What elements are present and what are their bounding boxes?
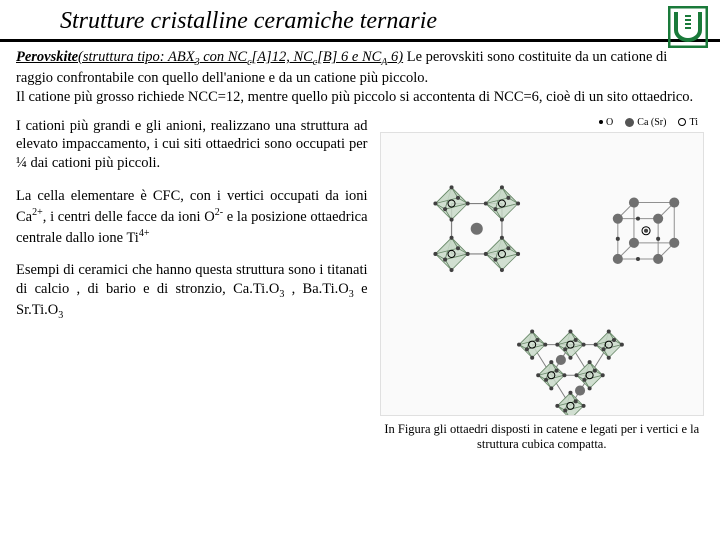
- intro-paragraph: Perovskite(struttura tipo: ABX3 con NCc[…: [16, 48, 704, 107]
- crystal-figure: [380, 132, 704, 416]
- legend: O Ca (Sr) Ti: [380, 117, 704, 128]
- paragraph-3: Esempi di ceramici che hanno questa stru…: [16, 261, 368, 322]
- logo-icon: [668, 6, 708, 48]
- page-title: Strutture cristalline ceramiche ternarie: [60, 8, 700, 35]
- legend-ti-icon: [678, 118, 686, 126]
- legend-o-icon: [599, 120, 603, 124]
- paragraph-1: I cationi più grandi e gli anioni, reali…: [16, 117, 368, 174]
- paragraph-2: La cella elementare è CFC, con i vertici…: [16, 187, 368, 247]
- legend-ca-icon: [625, 118, 634, 127]
- figure-caption: In Figura gli ottaedri disposti in caten…: [380, 422, 704, 453]
